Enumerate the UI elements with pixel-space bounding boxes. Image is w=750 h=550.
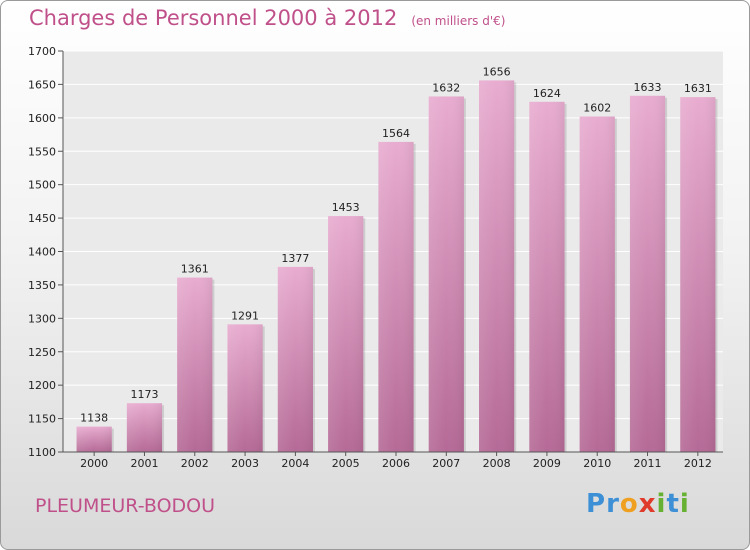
y-tick-label: 1250 [28, 346, 56, 359]
chart-title-text: Charges de Personnel 2000 à 2012 [29, 6, 398, 30]
bar-value-label: 1632 [432, 81, 460, 94]
bar-shine [378, 141, 414, 453]
bar-value-label: 1377 [281, 252, 309, 265]
bar-value-label: 1361 [181, 263, 209, 276]
logo-letter: P [586, 489, 607, 519]
y-tick-label: 1150 [28, 413, 56, 426]
bar-shine [629, 95, 666, 453]
commune-name: PLEUMEUR-BODOU [35, 495, 216, 517]
y-tick-label: 1650 [28, 78, 56, 91]
bar-value-label: 1631 [684, 82, 712, 95]
bar-shine [428, 96, 464, 453]
bar-value-label: 1656 [483, 65, 511, 78]
x-tick-label: 2004 [281, 457, 309, 470]
bars: 1138 1173 1361 1291 1377 1453 1564 1632 1656 1624… [76, 65, 718, 453]
y-tick-label: 1550 [28, 145, 56, 158]
y-tick-label: 1600 [28, 112, 56, 125]
axes: 1100 1150 1200 1250 1300 1350 1400 1450 1500 1550… [28, 45, 723, 470]
bar-shine [680, 97, 716, 453]
bar-value-label: 1453 [332, 201, 360, 214]
y-tick-label: 1350 [28, 279, 56, 292]
y-tick-label: 1200 [28, 379, 56, 392]
x-tick-label: 2006 [382, 457, 410, 470]
x-tick-label: 2003 [231, 457, 259, 470]
bar-value-label: 1138 [80, 412, 108, 425]
bar-shine [529, 101, 565, 452]
logo-letter: t [666, 489, 680, 519]
proxiti-logo: Proxiti [586, 489, 690, 519]
bar-shine [177, 277, 213, 452]
bar-shine [126, 403, 163, 452]
x-tick-label: 2001 [130, 457, 158, 470]
y-tick-label: 1300 [28, 312, 56, 325]
x-tick-label: 2005 [332, 457, 360, 470]
bar-shine [76, 426, 112, 452]
x-tick-label: 2002 [181, 457, 209, 470]
x-tick-label: 2012 [684, 457, 712, 470]
logo-letter: o [619, 489, 639, 519]
logo-letter: x [638, 489, 657, 519]
bar-shine [277, 266, 313, 452]
logo-letter: r [606, 489, 620, 519]
y-tick-label: 1500 [28, 179, 56, 192]
bar-value-label: 1624 [533, 87, 561, 100]
bar-value-label: 1564 [382, 127, 410, 140]
x-tick-label: 2000 [80, 457, 108, 470]
x-tick-label: 2011 [634, 457, 662, 470]
logo-letter: i [656, 489, 667, 519]
y-tick-label: 1100 [28, 446, 56, 459]
chart-subtitle: (en milliers d'€) [411, 14, 506, 28]
bar-shine [227, 324, 263, 452]
bar-value-label: 1633 [634, 81, 662, 94]
x-tick-label: 2007 [432, 457, 460, 470]
x-tick-label: 2008 [483, 457, 511, 470]
x-tick-label: 2009 [533, 457, 561, 470]
chart-title: Charges de Personnel 2000 à 2012 (en mill… [29, 6, 505, 30]
y-tick-label: 1400 [28, 246, 56, 259]
y-tick-label: 1450 [28, 212, 56, 225]
logo-letter: i [679, 489, 690, 519]
y-tick-label: 1700 [28, 45, 56, 58]
bar-value-label: 1173 [130, 388, 158, 401]
bar-shine [579, 116, 615, 452]
bar-value-label: 1291 [231, 309, 259, 322]
bar-value-label: 1602 [583, 101, 611, 114]
bar-shine [328, 216, 364, 452]
bar-shine [479, 80, 515, 452]
x-tick-label: 2010 [583, 457, 611, 470]
